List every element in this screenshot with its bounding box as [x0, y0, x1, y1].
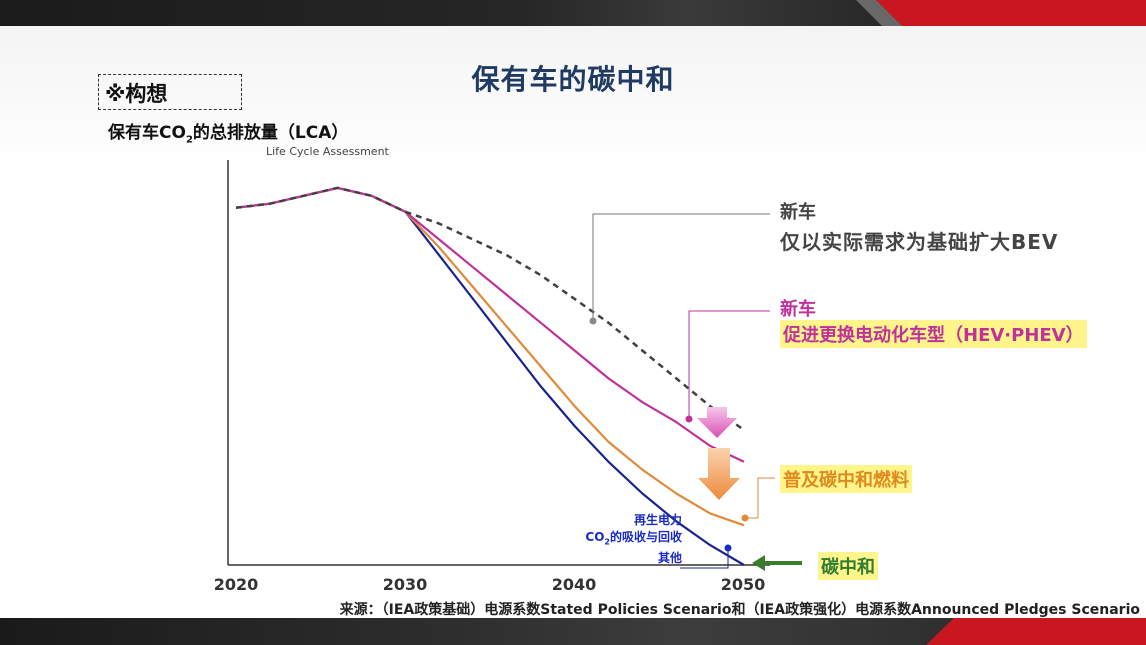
magenta-down-arrow: [697, 407, 737, 438]
green-arrow-head: [752, 555, 765, 571]
label-renewable-annotation: 再生电力 CO2的吸收与回收 其他: [552, 512, 682, 567]
x-tick-2030: 2030: [382, 575, 428, 594]
annotation-line1: 再生电力: [633, 513, 682, 527]
y-axis-title-tail: 的总排放量（LCA）: [192, 123, 349, 143]
annotation-co: CO: [585, 530, 605, 544]
orange-down-arrow: [698, 448, 740, 500]
annotation-line3: 其他: [657, 551, 682, 566]
leader-gray: [592, 213, 770, 321]
bottom-red-accent: [926, 618, 1146, 645]
label-hev-line1: 新车: [780, 299, 816, 320]
leader-orange-dot: [741, 514, 749, 522]
label-carbon-neutral: 碳中和: [818, 552, 878, 580]
series-bev-only-line: [235, 186, 745, 432]
leader-blue-dot: [724, 544, 732, 552]
series-carbon-neutral-line: [235, 186, 745, 566]
annotation-absorb: 的吸收与回收: [609, 530, 682, 544]
x-tick-2020: 2020: [213, 575, 259, 594]
annotation-line2: CO2的吸收与回收: [552, 529, 682, 550]
leader-magenta-dot: [685, 415, 693, 423]
label-bev-line1: 新车: [780, 202, 816, 223]
series-cn-fuel-line: [235, 186, 745, 527]
leader-magenta: [688, 310, 770, 419]
x-tick-2040: 2040: [551, 575, 597, 594]
top-red-accent: [856, 0, 1146, 26]
label-hev-line2: 促进更换电动化车型（HEV·PHEV）: [780, 320, 1087, 348]
leader-orange: [745, 477, 775, 519]
label-bev-line2: 仅以实际需求为基础扩大BEV: [780, 230, 1059, 254]
y-axis-title-main: 保有车CO: [108, 123, 186, 143]
concept-label: ※构想: [105, 82, 168, 106]
source-note: 来源：（IEA政策基础）电源系数Stated Policies Scenario…: [339, 602, 1140, 618]
label-cn-fuel: 普及碳中和燃料: [780, 465, 912, 493]
y-axis-title: 保有车CO2的总排放量（LCA）: [108, 118, 348, 145]
leader-blue: [680, 548, 729, 569]
annotation-co-sub: 2: [604, 537, 610, 547]
y-axis-subtitle: Life Cycle Assessment: [266, 145, 389, 158]
y-axis-title-subscript: 2: [185, 134, 193, 146]
series-hev-phev-line: [235, 186, 745, 463]
slide-title: 保有车的碳中和: [471, 63, 675, 96]
concept-box: ※构想: [98, 74, 242, 110]
leader-gray-dot: [589, 317, 597, 325]
x-tick-2050: 2050: [720, 575, 766, 594]
